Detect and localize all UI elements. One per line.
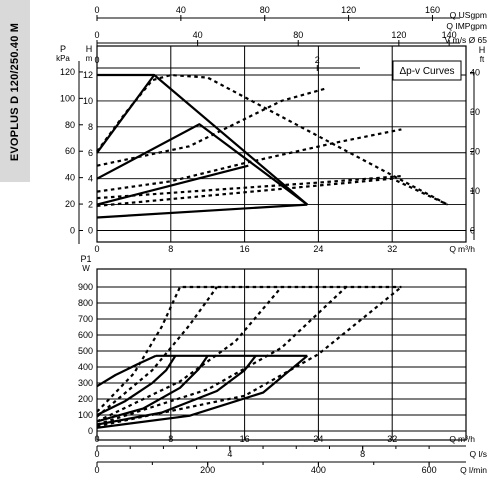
top-dashed-curve xyxy=(96,175,402,200)
top-scale-tick-label-0: 40 xyxy=(176,5,186,15)
p1-tick-label: 400 xyxy=(78,362,93,372)
kpa-tick-label: 80 xyxy=(65,120,75,130)
lmin-scale-label: Q l/min xyxy=(460,465,487,475)
lps-tick-label: 0 xyxy=(94,449,99,459)
bottom-x-tick-label: 32 xyxy=(387,434,397,444)
top-scale-tick-label-2: 0 xyxy=(94,55,99,65)
lps-scale-label: Q l/s xyxy=(470,449,487,459)
bottom-x-axis-unit: m³/h xyxy=(458,434,475,444)
bottom-solid-curve xyxy=(96,354,309,429)
kpa-tick-label: 100 xyxy=(60,93,75,103)
kpa-tick-label: 120 xyxy=(60,67,75,77)
side-banner: EVOPLUS D 120/250.40 M xyxy=(0,0,30,182)
bottom-solid-curve xyxy=(96,354,157,388)
p1-tick-label: 800 xyxy=(78,298,93,308)
lmin-tick-label: 600 xyxy=(422,465,437,475)
top-scale-tick-label-1: 140 xyxy=(442,30,457,40)
top-scale-tick-label-0: 80 xyxy=(260,5,270,15)
bottom-solid-curve xyxy=(96,355,209,423)
top-x-tick-label: 16 xyxy=(240,244,250,254)
bottom-dashed-curve xyxy=(96,286,218,418)
bottom-solid-curve xyxy=(96,355,177,416)
top-h-tick-label: 8 xyxy=(88,122,93,132)
top-scale-tick-label-1: 40 xyxy=(193,30,203,40)
p1-axis-label: P1 xyxy=(80,254,91,264)
lps-tick-label: 8 xyxy=(360,449,365,459)
p1-tick-label: 500 xyxy=(78,346,93,356)
lmin-tick-label: 200 xyxy=(200,465,215,475)
top-dashed-curve xyxy=(96,73,449,206)
bottom-dashed-curve xyxy=(96,286,347,426)
p1-tick-label: 0 xyxy=(88,426,93,436)
top-scale-tick-label-0: 120 xyxy=(341,5,356,15)
top-h-tick-label: 12 xyxy=(83,70,93,80)
top-dashed-curve xyxy=(96,128,402,193)
bottom-x-tick-label: 24 xyxy=(313,434,323,444)
top-solid-curve xyxy=(96,123,308,206)
top-scale-label-0: Q USgpm xyxy=(450,10,487,20)
ft-tick-label: 20 xyxy=(470,147,480,157)
top-h-tick-label: 6 xyxy=(88,148,93,158)
p1-tick-label: 900 xyxy=(78,282,93,292)
top-scale-tick-label-0: 160 xyxy=(425,5,440,15)
ft-tick-label: 10 xyxy=(470,186,480,196)
p1-tick-label: 100 xyxy=(78,410,93,420)
bottom-solid-curve xyxy=(96,355,257,426)
bottom-x-axis-label: Q xyxy=(449,434,456,444)
lmin-tick-label: 400 xyxy=(311,465,326,475)
top-solid-curve xyxy=(97,73,309,206)
top-h-axis-label: H xyxy=(86,44,93,54)
p1-tick-label: 300 xyxy=(78,378,93,388)
kpa-axis-label: P xyxy=(60,44,66,54)
p1-axis-unit: W xyxy=(82,264,90,273)
top-x-axis-unit: m³/h xyxy=(458,244,475,254)
ft-tick-label: 0 xyxy=(470,226,475,236)
bottom-x-tick-label: 0 xyxy=(94,434,99,444)
kpa-tick-label: 40 xyxy=(65,173,75,183)
top-x-tick-label: 8 xyxy=(168,244,173,254)
ft-tick-label: 30 xyxy=(470,107,480,117)
p1-tick-label: 200 xyxy=(78,394,93,404)
kpa-tick-label: 0 xyxy=(70,226,75,236)
top-solid-curve xyxy=(96,203,308,219)
top-h-tick-label: 4 xyxy=(88,174,93,184)
legend-text: Δp-v Curves xyxy=(399,66,454,77)
ft-axis-unit: ft xyxy=(480,55,485,64)
top-h-tick-label: 2 xyxy=(88,200,93,210)
top-scale-tick-label-1: 80 xyxy=(293,30,303,40)
kpa-axis-unit: kPa xyxy=(56,54,70,63)
top-solid-curve xyxy=(96,164,249,206)
top-h-tick-label: 0 xyxy=(88,226,93,236)
bottom-dashed-curve xyxy=(96,285,402,413)
lps-tick-label: 4 xyxy=(227,449,232,459)
top-scale-label-1: Q IMPgpm xyxy=(446,21,487,31)
ft-axis-label: H xyxy=(479,45,486,55)
bottom-x-tick-label: 8 xyxy=(168,434,173,444)
lmin-tick-label: 0 xyxy=(94,465,99,475)
kpa-tick-label: 60 xyxy=(65,146,75,156)
top-h-tick-label: 10 xyxy=(83,96,93,106)
top-x-tick-label: 0 xyxy=(94,244,99,254)
bottom-dashed-curve xyxy=(96,286,283,423)
ft-tick-label: 40 xyxy=(470,68,480,78)
legend-box xyxy=(392,60,462,81)
p1-tick-label: 700 xyxy=(78,314,93,324)
top-scale-tick-label-1: 0 xyxy=(94,30,99,40)
bottom-dashed-curve xyxy=(96,286,403,428)
top-x-axis-label: Q xyxy=(449,244,456,254)
top-h-axis-unit: m xyxy=(86,54,93,63)
kpa-tick-label: 20 xyxy=(65,199,75,209)
top-solid-curve xyxy=(96,74,156,154)
p1-tick-label: 600 xyxy=(78,330,93,340)
bottom-x-tick-label: 16 xyxy=(240,434,250,444)
top-x-tick-label: 32 xyxy=(387,244,397,254)
top-scale-label-2: V m/s Ø 65 xyxy=(444,35,487,45)
top-scale-tick-label-0: 0 xyxy=(94,5,99,15)
top-x-tick-label: 24 xyxy=(313,244,323,254)
top-scale-tick-label-1: 120 xyxy=(391,30,406,40)
top-scale-tick-label-2: 2 xyxy=(315,55,320,65)
top-dashed-curve xyxy=(96,177,449,207)
